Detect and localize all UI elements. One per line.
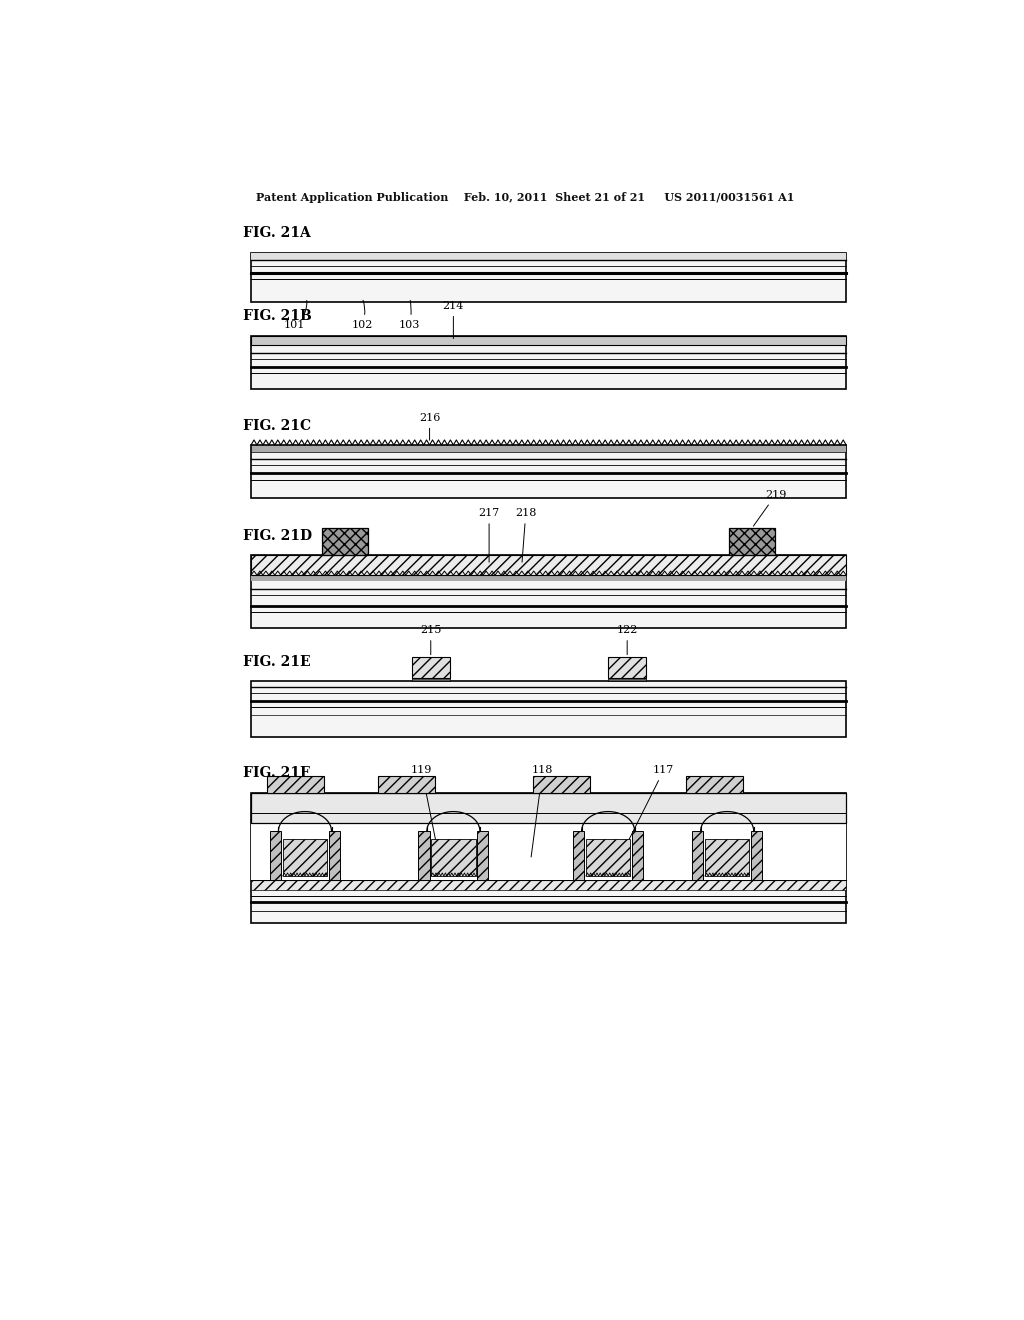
Text: Patent Application Publication    Feb. 10, 2011  Sheet 21 of 21     US 2011/0031: Patent Application Publication Feb. 10, … — [256, 191, 794, 202]
Text: 216: 216 — [419, 413, 440, 440]
Bar — [329, 832, 340, 880]
Bar — [267, 776, 324, 792]
Bar — [251, 253, 846, 260]
Bar — [283, 840, 328, 876]
Text: FIG. 21D: FIG. 21D — [243, 528, 312, 543]
Bar — [251, 792, 846, 923]
Bar — [251, 554, 846, 576]
Bar — [251, 880, 846, 890]
Bar — [477, 832, 488, 880]
Text: 103: 103 — [399, 301, 421, 330]
Bar — [251, 792, 846, 824]
Bar — [251, 554, 846, 628]
Bar — [412, 657, 450, 677]
Bar — [251, 681, 846, 737]
Text: 215: 215 — [420, 626, 441, 655]
Bar — [419, 832, 430, 880]
Bar — [532, 776, 590, 792]
Bar — [729, 528, 775, 554]
Bar — [251, 253, 846, 302]
Text: 118: 118 — [531, 766, 553, 857]
Bar — [632, 832, 643, 880]
Text: FIG. 21C: FIG. 21C — [243, 418, 311, 433]
Bar — [251, 445, 846, 453]
Text: FIG. 21E: FIG. 21E — [243, 655, 310, 669]
Text: FIG. 21F: FIG. 21F — [243, 767, 310, 780]
Bar — [323, 528, 369, 554]
Bar — [705, 840, 750, 876]
Bar — [608, 677, 646, 681]
Bar — [251, 337, 846, 389]
Text: 122: 122 — [616, 626, 638, 655]
Bar — [251, 337, 846, 346]
Text: 219: 219 — [754, 490, 786, 527]
Text: 117: 117 — [626, 766, 675, 847]
Text: FIG. 21B: FIG. 21B — [243, 309, 312, 323]
Text: 102: 102 — [351, 300, 373, 330]
Text: 218: 218 — [515, 508, 537, 562]
Bar — [412, 677, 450, 681]
Bar — [270, 832, 282, 880]
Text: 214: 214 — [442, 301, 464, 338]
Bar — [378, 776, 435, 792]
Bar — [431, 840, 475, 876]
Text: FIG. 21A: FIG. 21A — [243, 226, 311, 240]
Bar — [685, 776, 742, 792]
Bar — [608, 657, 646, 677]
Text: 119: 119 — [411, 766, 437, 847]
Bar — [692, 832, 703, 880]
Text: 101: 101 — [284, 301, 307, 330]
Bar — [251, 576, 846, 581]
Text: 217: 217 — [478, 508, 500, 562]
Bar — [751, 832, 762, 880]
Bar — [573, 832, 585, 880]
Bar — [586, 840, 631, 876]
Bar — [251, 824, 846, 880]
Bar — [251, 445, 846, 498]
